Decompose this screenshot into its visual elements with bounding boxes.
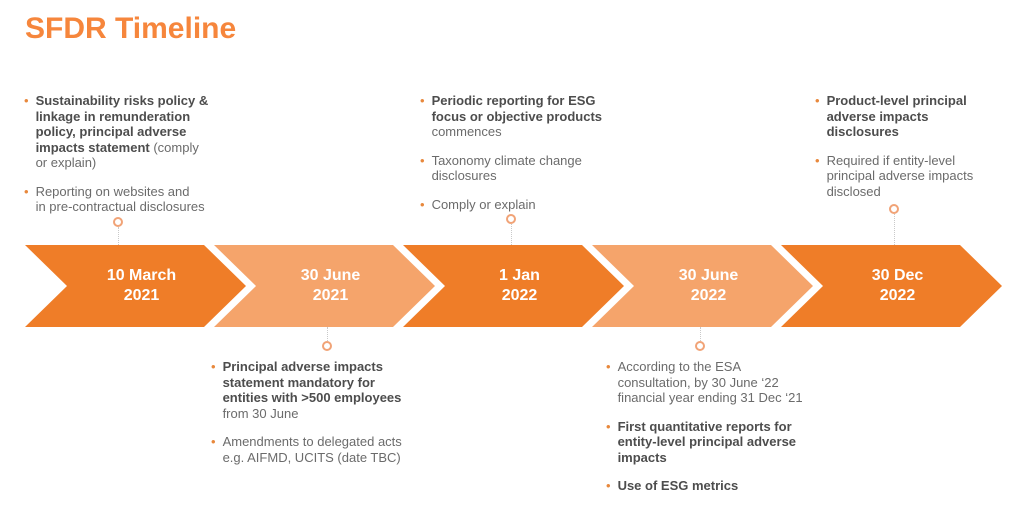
connector-top-middle [506, 214, 516, 245]
connector-dot-icon [695, 341, 705, 351]
note-text-bold: Use of ESG metrics [617, 478, 739, 493]
note-text: Taxonomy climate change disclosures [431, 152, 582, 184]
list-item: • Product-level principal adverse impact… [815, 93, 1015, 140]
note-text: (comply or explain) [35, 139, 199, 171]
list-item: • Reporting on websites and in pre-contr… [24, 184, 256, 215]
bullet-icon: • [211, 359, 216, 374]
connector-top-left [113, 217, 123, 245]
bullet-icon: • [815, 152, 820, 168]
bullet-icon: • [24, 93, 29, 108]
list-item: • According to the ESA consultation, by … [606, 359, 838, 406]
note-block-top-right: • Product-level principal adverse impact… [815, 93, 1015, 212]
bullet-icon: • [420, 196, 425, 212]
connector-dotted-line [699, 327, 701, 341]
milestone-date: 30 Dec [871, 267, 924, 284]
note-text-bold: Sustainability risks policy & linkage in… [35, 93, 209, 155]
note-text: Amendments to delegated acts e.g. AIFMD,… [222, 434, 402, 465]
note-text: Comply or explain [431, 196, 536, 212]
milestone-year: 2021 [123, 287, 160, 304]
milestone-chevron-30-june-2022: 30 June 2022 [592, 245, 813, 327]
list-item: • Sustainability risks policy & linkage … [24, 93, 256, 171]
milestone-year: 2021 [312, 287, 349, 304]
note-text-wrap: Comply or explain [432, 197, 536, 213]
connector-dotted-line [893, 214, 895, 245]
milestone-chevron-10-march-2021: 10 March 2021 [25, 245, 246, 327]
milestone-chevron-1-jan-2022: 1 Jan 2022 [403, 245, 624, 327]
connector-dot-icon [322, 341, 332, 351]
note-text-wrap: Taxonomy climate change disclosures [432, 153, 582, 184]
note-text-wrap: Sustainability risks policy & linkage in… [36, 93, 209, 171]
milestone-chevron-30-dec-2022: 30 Dec 2022 [781, 245, 1002, 327]
milestone-year: 2022 [690, 287, 727, 304]
note-text-bold: Periodic reporting for ESG focus or obje… [431, 93, 603, 124]
bullet-icon: • [24, 183, 29, 199]
milestone-date: 30 June [300, 267, 361, 284]
list-item: • First quantitative reports for entity-… [606, 419, 838, 466]
note-text-wrap: First quantitative reports for entity-le… [618, 419, 796, 466]
milestone-date: 1 Jan [499, 267, 540, 284]
list-item: • Required if entity-level principal adv… [815, 153, 1015, 200]
note-text-wrap: Product-level principal adverse impacts … [827, 93, 967, 140]
list-item: • Comply or explain [420, 197, 652, 213]
bullet-icon: • [420, 152, 425, 168]
connector-dot-icon [506, 214, 516, 224]
list-item: • Taxonomy climate change disclosures [420, 153, 652, 184]
note-text-bold: Principal adverse impacts statement mand… [222, 359, 402, 405]
list-item: • Amendments to delegated acts e.g. AIFM… [211, 434, 443, 465]
list-item: • Principal adverse impacts statement ma… [211, 359, 443, 421]
connector-bottom-right [695, 327, 705, 351]
note-text-wrap: Amendments to delegated acts e.g. AIFMD,… [223, 434, 402, 465]
note-block-top-left: • Sustainability risks policy & linkage … [24, 93, 256, 228]
bullet-icon: • [606, 418, 611, 434]
note-block-bottom-left: • Principal adverse impacts statement ma… [211, 359, 443, 478]
note-text-bold: First quantitative reports for entity-le… [617, 418, 797, 465]
note-text-wrap: Periodic reporting for ESG focus or obje… [432, 93, 602, 140]
list-item: • Periodic reporting for ESG focus or ob… [420, 93, 652, 140]
connector-bottom-left [322, 327, 332, 351]
milestone-year: 2022 [879, 287, 916, 304]
bullet-icon: • [420, 93, 425, 108]
note-text: According to the ESA consultation, by 30… [617, 359, 803, 405]
connector-top-right [889, 204, 899, 245]
note-text-wrap: Reporting on websites and in pre-contrac… [36, 184, 205, 215]
note-text-wrap: Principal adverse impacts statement mand… [223, 359, 402, 421]
milestone-date: 10 March [106, 267, 177, 284]
connector-dotted-line [326, 327, 328, 341]
milestone-year: 2022 [501, 287, 538, 304]
list-item: • Use of ESG metrics [606, 478, 838, 494]
note-text: Reporting on websites and in pre-contrac… [35, 183, 205, 215]
note-text: commences [431, 124, 502, 139]
note-block-top-middle: • Periodic reporting for ESG focus or ob… [420, 93, 652, 225]
bullet-icon: • [815, 93, 820, 108]
note-text-wrap: According to the ESA consultation, by 30… [618, 359, 803, 406]
note-block-bottom-right: • According to the ESA consultation, by … [606, 359, 838, 507]
bullet-icon: • [606, 478, 611, 493]
page-title: SFDR Timeline [25, 12, 237, 45]
note-text-wrap: Use of ESG metrics [618, 478, 739, 494]
bullet-icon: • [606, 359, 611, 374]
connector-dot-icon [889, 204, 899, 214]
milestone-chevron-30-june-2021: 30 June 2021 [214, 245, 435, 327]
connector-dot-icon [113, 217, 123, 227]
connector-dotted-line [510, 224, 512, 245]
note-text-wrap: Required if entity-level principal adver… [827, 153, 974, 200]
milestone-date: 30 June [678, 267, 739, 284]
note-text: Required if entity-level principal adver… [826, 152, 974, 199]
bullet-icon: • [211, 434, 216, 449]
note-text: from 30 June [222, 405, 299, 421]
note-text-bold: Product-level principal adverse impacts … [826, 93, 967, 139]
connector-dotted-line [117, 227, 119, 245]
